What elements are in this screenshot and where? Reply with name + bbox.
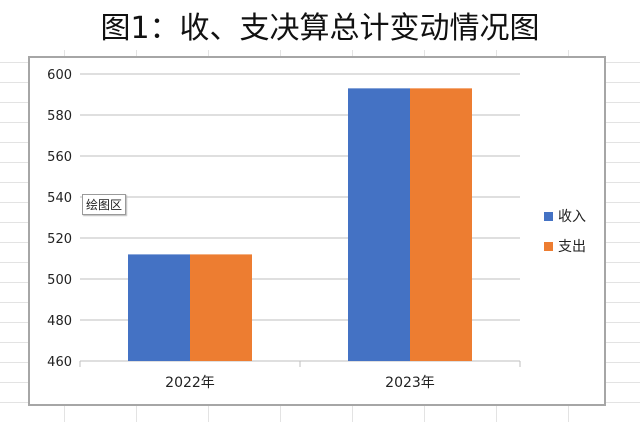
y-tick-label: 480 [47,314,72,329]
page-title: 图1：收、支决算总计变动情况图 [0,0,640,50]
chart-area[interactable] [28,56,606,406]
bar-income [348,88,410,361]
y-tick-label: 500 [47,273,72,288]
y-tick-label: 460 [47,355,72,370]
legend-item-income[interactable]: 收入 [544,205,586,227]
y-tick-label: 520 [47,232,72,247]
legend-label-income: 收入 [558,209,586,225]
y-tick-label: 540 [47,191,72,206]
bar-expense [190,254,252,361]
y-tick-label: 560 [47,150,72,165]
x-tick-label: 2022年 [165,375,215,391]
y-tick-label: 580 [47,109,72,124]
chart-legend[interactable]: 收入 支出 [544,205,586,265]
legend-label-expense: 支出 [558,239,586,255]
x-tick-label: 2023年 [385,375,435,391]
plot-area-tooltip: 绘图区 [82,194,127,215]
bar-income [128,254,190,361]
y-tick-label: 600 [47,68,72,83]
legend-swatch-income [544,211,553,221]
legend-swatch-expense [544,241,553,251]
bar-expense [410,88,472,361]
legend-item-expense[interactable]: 支出 [544,235,586,257]
